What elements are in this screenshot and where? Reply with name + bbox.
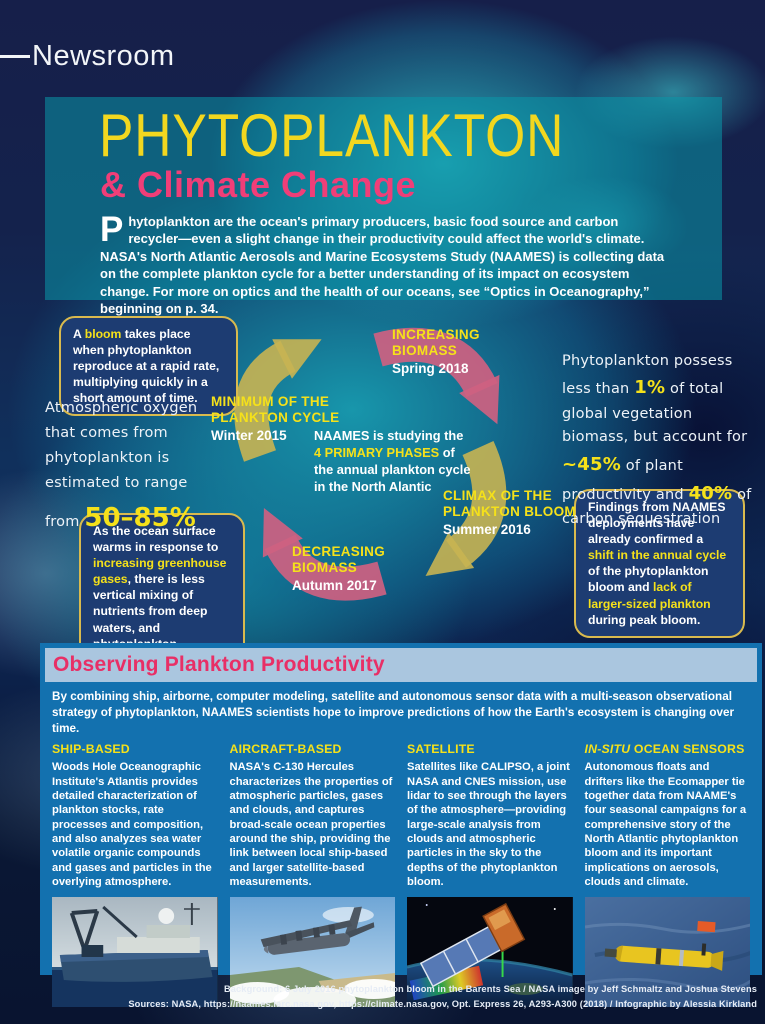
cycle-caption-line3: the annual plankton cycle xyxy=(314,461,471,477)
cycle-caption-highlight: 4 PRIMARY PHASES xyxy=(314,444,440,460)
column-ship-based: SHIP-BASED Woods Hole Oceanographic Inst… xyxy=(52,742,218,889)
phase-climax-title: CLIMAX OF THE PLANKTON BLOOM xyxy=(443,488,576,519)
observing-intro: By combining ship, airborne, computer mo… xyxy=(52,690,735,735)
bloom-definition-callout: A bloom takes place when phytoplankton r… xyxy=(59,316,238,417)
phase-increasing-label: INCREASING BIOMASS Spring 2018 xyxy=(392,327,480,376)
cycle-caption-line4: in the North Alantic xyxy=(314,478,432,494)
credit-sources-pre: Sources: NASA, https://naames.larc.nasa.… xyxy=(128,998,514,1009)
naames-findings-callout: Findings from NAAMES deployments have al… xyxy=(574,489,745,638)
cycle-caption-line2-post: of xyxy=(439,444,455,460)
biomass-text-4: of carbon sequestration xyxy=(562,486,752,527)
oxygen-from-label: from xyxy=(45,513,85,530)
page-subtitle: & Climate Change xyxy=(100,164,417,205)
ecomapper-auv-photo xyxy=(584,897,750,1008)
oxygen-stat: Atmospheric oxygen that comes from phyto… xyxy=(45,396,223,540)
phase-minimum-title: MINIMUM OF THE PLANKTON CYCLE xyxy=(211,394,340,425)
cycle-center-caption: NAAMES is studying the 4 PRIMARY PHASES … xyxy=(314,428,474,496)
cycle-caption-line2: 4 PRIMARY PHASES of xyxy=(314,445,474,462)
phase-increasing-season: Spring 2018 xyxy=(392,360,469,376)
biomass-value-1: 1% xyxy=(634,377,666,399)
column-ship-heading: SHIP-BASED xyxy=(52,742,130,757)
column-insitu-heading-italic: IN-SITU xyxy=(584,742,631,757)
observing-photos xyxy=(40,889,762,1008)
phase-climax-season: Summer 2016 xyxy=(443,521,531,537)
masthead-dash-line xyxy=(0,55,30,58)
masthead-label: Newsroom xyxy=(32,40,175,72)
column-satellite: SATELLITE Satellites like CALIPSO, a joi… xyxy=(407,742,573,889)
phase-decreasing-season: Autumn 2017 xyxy=(292,577,377,593)
observing-title-bar: Observing Plankton Productivity xyxy=(45,648,757,682)
biomass-value-3: 40% xyxy=(688,482,733,504)
phase-climax-label: CLIMAX OF THE PLANKTON BLOOM Summer 2016 xyxy=(443,488,576,537)
phase-decreasing-label: DECREASING BIOMASS Autumn 2017 xyxy=(292,544,385,593)
credit-sources-post: , A293-A300 (2018) / Infographic by Ales… xyxy=(523,998,757,1009)
findings-text-3: during peak bloom. xyxy=(588,612,701,627)
column-insitu-sensors: IN-SITU OCEAN SENSORS Autonomous floats … xyxy=(585,742,751,889)
masthead: Newsroom xyxy=(0,40,175,73)
intro-dropcap: P xyxy=(100,210,124,249)
c130-aircraft-photo xyxy=(229,897,395,1008)
phase-decreasing-title: DECREASING BIOMASS xyxy=(292,544,386,575)
intro-text: hytoplankton are the ocean's primary pro… xyxy=(100,214,665,317)
footer-credits: Background: 6 July 2016 phytoplankton bl… xyxy=(128,982,757,1012)
column-insitu-heading: IN-SITU OCEAN SENSORS xyxy=(585,742,751,756)
calipso-satellite-photo xyxy=(407,897,573,1008)
observing-section: Observing Plankton Productivity By combi… xyxy=(40,643,762,1008)
rv-atlantis-ship-photo xyxy=(52,897,218,1008)
findings-text-1: Findings from NAAMES deployments have al… xyxy=(588,500,726,547)
cycle-caption-line1: NAAMES is studying the xyxy=(314,428,464,443)
credit-sources-volume: 26 xyxy=(513,998,524,1009)
findings-highlight-1: shift in the annual cycle xyxy=(588,548,727,563)
phase-minimum-label: MINIMUM OF THE PLANKTON CYCLE Winter 201… xyxy=(211,394,339,443)
bloom-text-highlight: bloom xyxy=(84,327,122,341)
observing-columns: SHIP-BASED Woods Hole Oceanographic Inst… xyxy=(40,736,762,889)
bloom-text-post: takes place when phytoplankton reproduce… xyxy=(73,327,220,406)
oxygen-stat-text: Atmospheric oxygen that comes from phyto… xyxy=(45,400,198,491)
observing-title: Observing Plankton Productivity xyxy=(53,653,385,676)
column-satellite-heading: SATELLITE xyxy=(407,742,475,757)
column-ship-body: Woods Hole Oceanographic Institute's Atl… xyxy=(52,761,212,889)
bloom-text-pre: A xyxy=(73,327,85,341)
credit-background-line: Background: 6 July 2016 phytoplankton bl… xyxy=(223,984,757,994)
biomass-value-2: ~45% xyxy=(562,453,621,475)
biomass-stat: Phytoplankton possess less than 1% of to… xyxy=(562,350,756,531)
credit-sources-line: Sources: NASA, https://naames.larc.nasa.… xyxy=(128,997,757,1012)
column-insitu-body: Autonomous floats and drifters like the … xyxy=(584,761,747,889)
page-title: PHYTOPLANKTON xyxy=(99,102,565,169)
findings-highlight-2: lack of larger-sized plankton xyxy=(588,580,711,611)
column-aircraft-based: AIRCRAFT-BASED NASA's C-130 Hercules cha… xyxy=(230,742,396,889)
phase-increasing-title: INCREASING BIOMASS xyxy=(392,327,480,358)
biomass-text-3: of plant productivity and xyxy=(562,457,689,503)
oxygen-stat-value: 50–85% xyxy=(84,502,196,533)
greenhouse-text-highlight: increasing greenhouse gases xyxy=(93,556,227,587)
column-aircraft-heading: AIRCRAFT-BASED xyxy=(229,742,342,757)
column-insitu-heading-rest: OCEAN SENSORS xyxy=(630,742,745,757)
phase-minimum-season: Winter 2015 xyxy=(211,427,287,443)
column-satellite-body: Satellites like CALIPSO, a joint NASA an… xyxy=(407,761,570,889)
column-aircraft-body: NASA's C-130 Hercules characterizes the … xyxy=(229,761,393,889)
greenhouse-text-pre: As the ocean surface warms in response t… xyxy=(93,524,219,555)
biomass-text-2: of total global vegetation biomass, but … xyxy=(562,381,748,446)
findings-text-2: of the phyto­plankton bloom and xyxy=(588,564,709,595)
biomass-text-1: Phytoplankton possess less than xyxy=(562,353,733,398)
